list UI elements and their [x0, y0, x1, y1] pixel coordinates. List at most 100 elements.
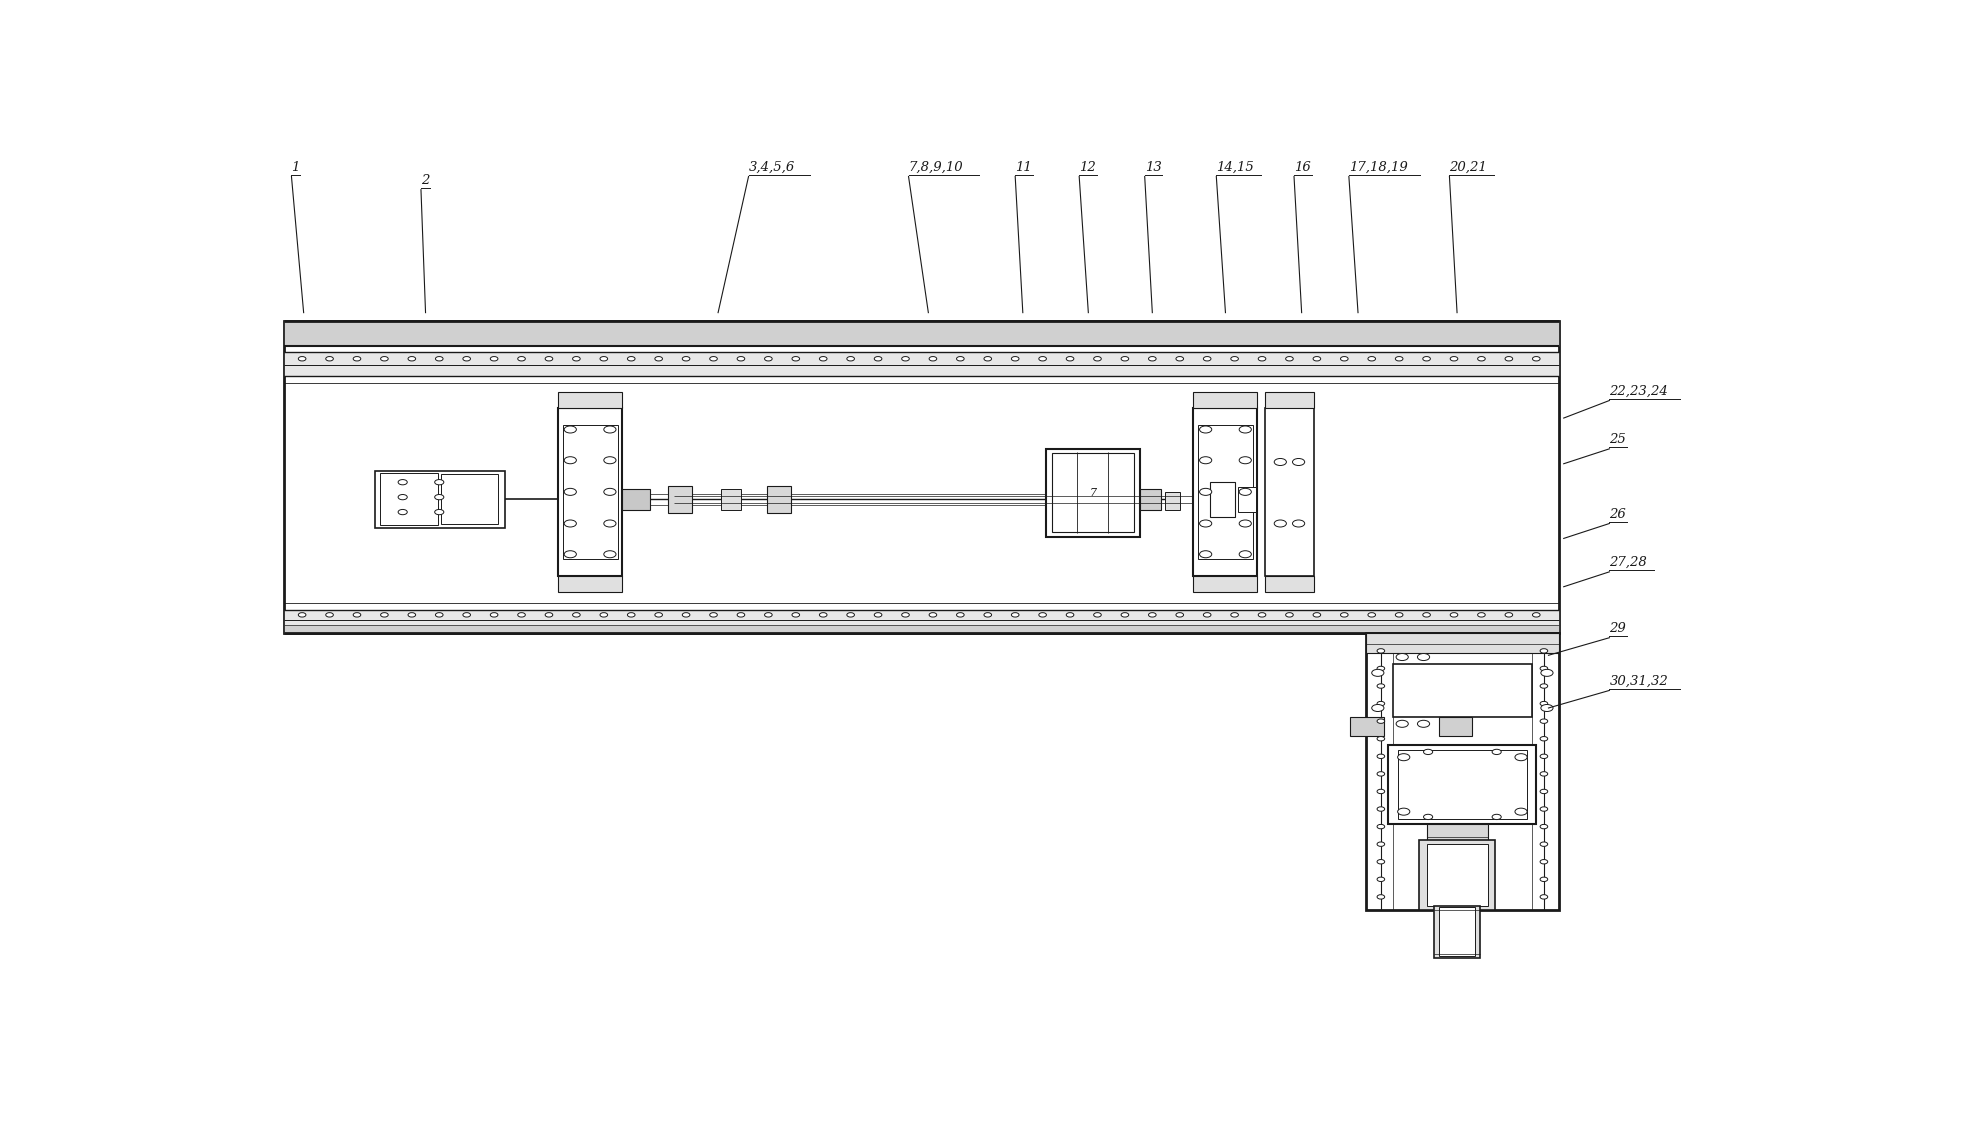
Circle shape — [1532, 356, 1539, 361]
Circle shape — [1396, 613, 1404, 617]
Circle shape — [1341, 613, 1349, 617]
Bar — [1140, 488, 1162, 510]
Circle shape — [1539, 807, 1547, 811]
Circle shape — [820, 613, 828, 617]
Circle shape — [1093, 613, 1101, 617]
Circle shape — [572, 356, 580, 361]
Bar — [440, 475, 497, 525]
Circle shape — [462, 613, 470, 617]
Bar — [283, 353, 1559, 375]
Circle shape — [957, 356, 963, 361]
Bar — [376, 471, 505, 528]
Bar — [1164, 492, 1180, 510]
Circle shape — [1231, 356, 1239, 361]
Circle shape — [627, 356, 635, 361]
Text: 17,18,19: 17,18,19 — [1349, 161, 1408, 173]
Text: 12: 12 — [1079, 161, 1095, 173]
Circle shape — [1451, 356, 1459, 361]
Circle shape — [1376, 807, 1384, 811]
Circle shape — [564, 520, 576, 527]
Circle shape — [1376, 825, 1384, 828]
Circle shape — [517, 356, 525, 361]
Circle shape — [381, 613, 387, 617]
Circle shape — [409, 356, 415, 361]
Bar — [767, 486, 790, 512]
Circle shape — [1376, 649, 1384, 653]
Circle shape — [1011, 356, 1018, 361]
Circle shape — [1203, 613, 1211, 617]
Circle shape — [354, 356, 362, 361]
Bar — [1052, 453, 1134, 532]
Circle shape — [1038, 356, 1046, 361]
Circle shape — [490, 613, 497, 617]
Text: 20,21: 20,21 — [1449, 161, 1486, 173]
Circle shape — [564, 488, 576, 495]
Circle shape — [434, 509, 444, 515]
Text: 7,8,9,10: 7,8,9,10 — [908, 161, 963, 173]
Circle shape — [655, 613, 663, 617]
Circle shape — [655, 356, 663, 361]
Circle shape — [847, 613, 855, 617]
Circle shape — [1372, 670, 1384, 677]
Circle shape — [737, 356, 745, 361]
Circle shape — [564, 551, 576, 558]
Bar — [1197, 426, 1252, 559]
Bar — [1388, 745, 1535, 824]
Circle shape — [983, 356, 991, 361]
Circle shape — [299, 356, 307, 361]
Text: 25: 25 — [1610, 434, 1626, 446]
Bar — [1427, 824, 1488, 849]
Text: 3,4,5,6: 3,4,5,6 — [749, 161, 794, 173]
Bar — [1366, 633, 1559, 911]
Bar — [1264, 407, 1313, 576]
Circle shape — [604, 456, 615, 463]
Circle shape — [1274, 520, 1286, 527]
Bar — [1193, 576, 1258, 592]
Circle shape — [399, 509, 407, 515]
Bar — [668, 486, 692, 512]
Circle shape — [1398, 754, 1410, 761]
Circle shape — [710, 613, 718, 617]
Circle shape — [1539, 737, 1547, 741]
Circle shape — [1376, 666, 1384, 671]
Circle shape — [1093, 356, 1101, 361]
Circle shape — [1376, 702, 1384, 706]
Circle shape — [1539, 825, 1547, 828]
Circle shape — [1066, 356, 1073, 361]
Circle shape — [1506, 613, 1512, 617]
Circle shape — [434, 479, 444, 485]
Bar — [722, 488, 741, 510]
Bar — [283, 322, 1559, 346]
Circle shape — [1539, 719, 1547, 723]
Circle shape — [1478, 613, 1484, 617]
Circle shape — [1423, 815, 1433, 819]
Circle shape — [983, 613, 991, 617]
Circle shape — [765, 356, 773, 361]
Circle shape — [1239, 551, 1250, 558]
Bar — [1366, 633, 1559, 653]
Circle shape — [1258, 356, 1266, 361]
Circle shape — [1199, 488, 1211, 495]
Circle shape — [1396, 654, 1408, 661]
Circle shape — [517, 613, 525, 617]
Bar — [558, 576, 621, 592]
Circle shape — [1376, 737, 1384, 741]
Circle shape — [1011, 613, 1018, 617]
Circle shape — [409, 613, 415, 617]
Circle shape — [792, 613, 800, 617]
Circle shape — [1376, 790, 1384, 794]
Bar — [283, 322, 1559, 633]
Circle shape — [1541, 670, 1553, 677]
Circle shape — [1376, 754, 1384, 759]
Bar — [1398, 750, 1528, 819]
Circle shape — [847, 356, 855, 361]
Circle shape — [1199, 520, 1211, 527]
Bar — [1193, 391, 1258, 407]
Circle shape — [1423, 356, 1431, 361]
Text: 26: 26 — [1610, 508, 1626, 520]
Circle shape — [1398, 808, 1410, 815]
Text: 16: 16 — [1294, 161, 1311, 173]
Circle shape — [1376, 683, 1384, 688]
Circle shape — [604, 551, 615, 558]
Circle shape — [600, 356, 607, 361]
